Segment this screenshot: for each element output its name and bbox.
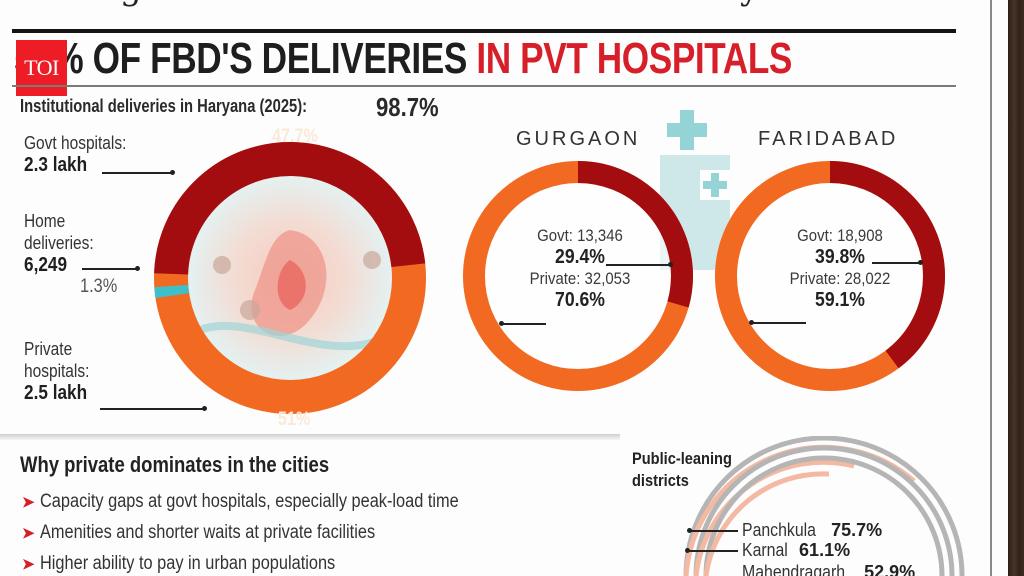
district-name: Panchkula	[742, 520, 816, 540]
why-item-text: Amenities and shorter waits at private f…	[40, 521, 376, 543]
why-list-item: ➤ Amenities and shorter waits at private…	[22, 517, 527, 548]
district-panchkula: Panchkula 75.7%	[742, 520, 882, 541]
faridabad-donut-chart	[715, 161, 945, 391]
home-segment	[154, 142, 426, 414]
legend-private-value: 2.5 lakh	[24, 382, 88, 404]
flower-icon	[213, 256, 231, 274]
public-leaning-arcs	[683, 436, 965, 576]
faridabad-govt-pct: 39.8%	[815, 246, 865, 268]
arrow-bullet-icon: ➤	[22, 493, 35, 511]
faridabad-govt-label: Govt: 18,908	[797, 226, 883, 245]
gurgaon-govt-label: Govt: 13,346	[537, 226, 623, 245]
faridabad-title: FARIDABAD	[758, 128, 899, 150]
flower-icon	[240, 300, 260, 320]
govt-segment	[153, 141, 426, 414]
district-pct: 52.9%	[864, 562, 916, 576]
private-pct-label: 51%	[277, 409, 311, 430]
why-list: ➤ Capacity gaps at govt hospitals, espec…	[22, 486, 527, 576]
faridabad-private-label: Private: 28,022	[789, 269, 891, 288]
gurgaon-donut-chart	[463, 161, 693, 391]
why-list-item: ➤ Higher ability to pay in urban populat…	[22, 548, 527, 576]
public-leaning-title: Public-leaning districts	[632, 448, 732, 492]
public-leaning-title-2: districts	[632, 471, 689, 490]
subhead-value: 98.7%	[376, 92, 439, 122]
faridabad-private-pct: 59.1%	[815, 289, 865, 311]
gurgaon-govt-pct: 29.4%	[555, 246, 605, 268]
subhead: Institutional deliveries in Haryana (202…	[20, 92, 439, 122]
gurgaon-govt-segment	[463, 161, 693, 391]
page-border	[990, 0, 992, 576]
legend-govt-label: Govt hospitals:	[24, 133, 127, 153]
haryana-donut-svg	[153, 141, 426, 414]
gurgaon-private-leader	[499, 321, 546, 326]
faridabad-govt-segment	[715, 161, 945, 391]
district-name: Mahendragarh	[742, 562, 846, 576]
wooden-frame-edge	[1008, 0, 1024, 576]
district-karnal: Karnal 61.1%	[742, 540, 850, 561]
why-item-text: Capacity gaps at govt hospitals, especia…	[40, 490, 459, 512]
arrow-bullet-icon: ➤	[22, 524, 35, 542]
leader-private	[100, 406, 207, 411]
wave-illustration	[198, 321, 393, 351]
baby-illustration	[277, 260, 306, 310]
section-divider	[0, 434, 620, 440]
legend-home-value: 6,249	[24, 254, 68, 276]
legend-govt: Govt hospitals: 2.3 lakh	[24, 132, 143, 176]
headline-black-text: % OF FBD'S DELIVERIES	[52, 34, 477, 83]
faridabad-labels: Govt: 18,908 39.8% Private: 28,022 59.1%	[760, 226, 920, 312]
headline-underline	[12, 85, 956, 87]
karnal-leader	[685, 548, 738, 553]
panchkula-leader	[687, 528, 738, 533]
legend-home-label-1: Home	[24, 211, 66, 231]
haryana-donut-chart: 47.7% 51%	[140, 120, 440, 436]
legend-private-label-1: Private	[24, 339, 73, 359]
gurgaon-private-pct: 70.6%	[555, 289, 605, 311]
govt-pct-label: 47.7%	[272, 126, 318, 147]
gurgaon-govt-leader	[606, 262, 673, 267]
leader-home	[82, 266, 140, 271]
subhead-label: Institutional deliveries in Haryana (202…	[20, 96, 308, 116]
toi-logo[interactable]: TOI	[16, 40, 67, 96]
district-name: Karnal	[742, 540, 788, 560]
faridabad-govt-leader	[872, 260, 923, 265]
gurgaon-private-label: Private: 32,053	[529, 269, 631, 288]
legend-home-pct: 1.3%	[80, 276, 118, 297]
legend-home-label-2: deliveries:	[24, 233, 94, 253]
public-leaning-section: Public-leaning districts Panchkula 75.7%…	[624, 436, 990, 576]
gurgaon-title: GURGAON	[516, 128, 641, 150]
district-mahendragarh: Mahendragarh 52.9%	[742, 562, 915, 576]
arrow-bullet-icon: ➤	[22, 555, 35, 573]
gurgaon-labels: Govt: 13,346 29.4% Private: 32,053 70.6%	[500, 226, 660, 312]
why-item-text: Higher ability to pay in urban populatio…	[40, 552, 336, 574]
why-list-item: ➤ Capacity gaps at govt hospitals, espec…	[22, 486, 527, 517]
district-pct: 75.7%	[831, 520, 883, 540]
legend-private: Private hospitals: 2.5 lakh	[24, 338, 100, 404]
legend-private-label-2: hospitals:	[24, 361, 90, 381]
flower-icon	[363, 251, 381, 269]
legend-govt-value: 2.3 lakh	[24, 154, 88, 176]
public-leaning-title-1: Public-leaning	[632, 449, 732, 468]
faridabad-private-leader	[749, 320, 806, 325]
why-title: Why private dominates in the cities	[20, 452, 330, 477]
leader-govt	[102, 170, 175, 175]
district-pct: 61.1%	[799, 540, 851, 560]
headline: 53% OF FBD'S DELIVERIES IN PVT HOSPITALS	[14, 34, 792, 84]
top-rule	[12, 29, 956, 33]
headline-red-text: IN PVT HOSPITALS	[476, 34, 792, 83]
legend-home: Home deliveries: 6,249	[24, 210, 105, 276]
cropped-previous-headline: g y	[0, 0, 960, 12]
